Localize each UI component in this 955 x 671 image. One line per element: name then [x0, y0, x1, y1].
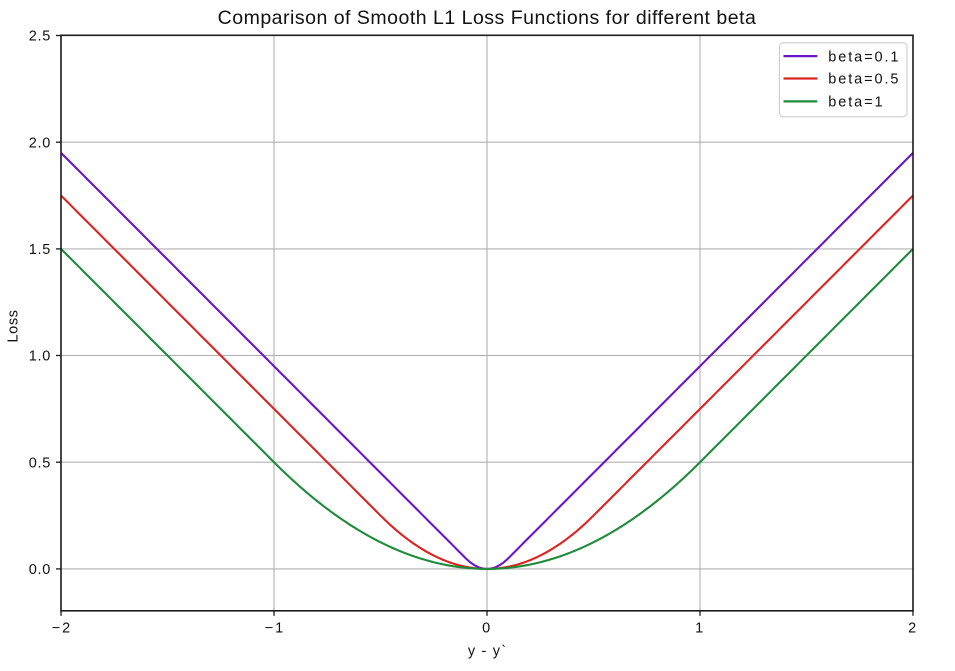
svg-text:0: 0	[482, 621, 492, 637]
svg-text:beta=1: beta=1	[828, 95, 884, 111]
svg-text:y - y`: y - y`	[468, 644, 507, 660]
svg-text:0.5: 0.5	[29, 455, 51, 471]
svg-text:−1: −1	[265, 621, 285, 637]
svg-text:1.0: 1.0	[29, 349, 51, 365]
svg-text:Loss: Loss	[6, 309, 22, 342]
svg-text:2.0: 2.0	[29, 135, 51, 151]
svg-text:−2: −2	[52, 621, 72, 637]
svg-text:2: 2	[908, 621, 918, 637]
svg-text:Comparison of Smooth L1 Loss F: Comparison of Smooth L1 Loss Functions f…	[218, 7, 757, 29]
svg-text:beta=0.5: beta=0.5	[828, 72, 900, 88]
svg-text:beta=0.1: beta=0.1	[828, 49, 900, 65]
svg-text:1: 1	[695, 621, 705, 637]
svg-text:0.0: 0.0	[29, 562, 51, 578]
svg-text:1.5: 1.5	[29, 242, 51, 258]
svg-text:2.5: 2.5	[29, 29, 51, 45]
